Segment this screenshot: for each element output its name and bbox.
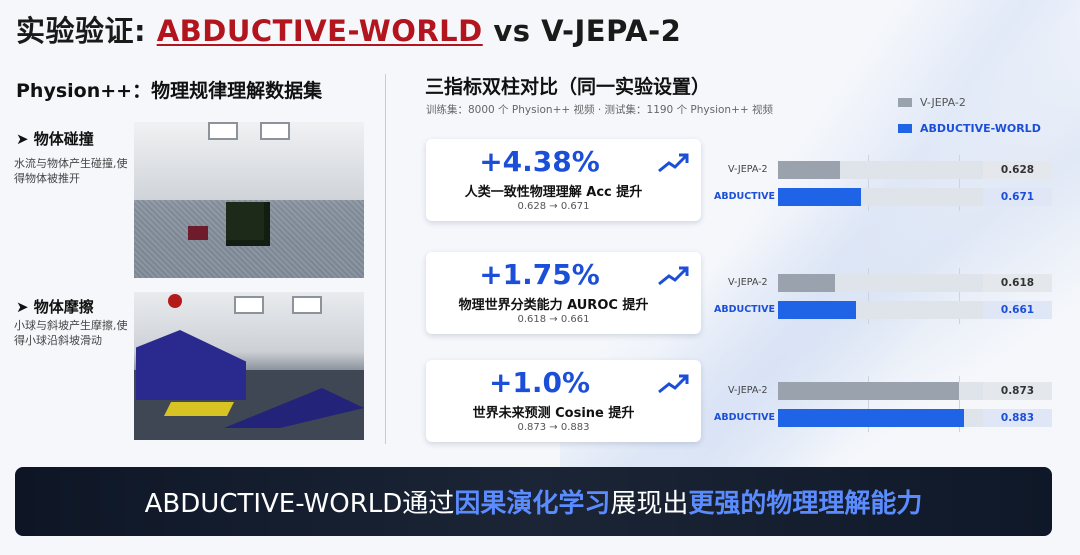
page-title: 实验验证: ABDUCTIVE-WORLD vs V-JEPA-2 — [16, 8, 681, 50]
comparison-heading: 三指标双柱对比（同一实验设置） — [425, 76, 711, 98]
banner-highlight: 因果演化学习 — [454, 489, 611, 519]
scene-window — [260, 122, 290, 140]
small-block — [188, 226, 208, 240]
yellow-pad — [164, 402, 234, 416]
metric-card-acc: +4.38% 人类一致性物理理解 Acc 提升 0.628 → 0.671 — [426, 139, 701, 221]
case-friction-label: ➤ 物体摩擦 — [16, 298, 94, 316]
scene-window — [292, 296, 322, 314]
metric-change: 0.618 → 0.661 — [517, 314, 590, 325]
bar-series-label: ABDUCTIVE — [714, 412, 776, 423]
metric-change: 0.873 → 0.883 — [517, 422, 590, 433]
gridline — [868, 155, 870, 211]
legend-label: ABDUCTIVE-WORLD — [920, 122, 1041, 135]
scene-wall — [134, 122, 364, 202]
gridline — [868, 268, 870, 324]
legend-item-abductive: ABDUCTIVE-WORLD — [898, 122, 1041, 135]
title-highlight: ABDUCTIVE-WORLD — [156, 14, 483, 48]
trend-up-icon — [658, 374, 689, 394]
bar-value-label: 0.671 — [983, 188, 1052, 206]
metric-change: 0.628 → 0.671 — [517, 201, 590, 212]
trend-up-icon — [658, 153, 689, 173]
case-friction-desc: 小球与斜坡产生摩擦,使得小球沿斜坡滑动 — [14, 319, 128, 347]
gridline — [958, 155, 960, 211]
metric-label: 物理世界分类能力 AUROC 提升 — [458, 298, 649, 313]
panel-divider — [385, 74, 386, 444]
metric-card-auroc: +1.75% 物理世界分类能力 AUROC 提升 0.618 → 0.661 — [426, 252, 701, 334]
scene-window — [208, 122, 238, 140]
title-suffix: vs V-JEPA-2 — [482, 14, 682, 48]
metric-label: 世界未来预测 Cosine 提升 — [472, 406, 635, 421]
case-collision-label: ➤ 物体碰撞 — [16, 130, 94, 148]
comparison-subtitle: 训练集：8000 个 Physion++ 视频 · 测试集：1190 个 Phy… — [426, 104, 774, 116]
bar-series-label: V-JEPA-2 — [728, 164, 768, 175]
bar-acc-a — [778, 188, 862, 206]
bar-cosine-a — [778, 409, 965, 427]
metric-card-cosine: +1.0% 世界未来预测 Cosine 提升 0.873 → 0.883 — [426, 360, 701, 442]
bar-auroc-a — [778, 301, 857, 319]
scene-window — [234, 296, 264, 314]
legend-item-vjepa: V-JEPA-2 — [898, 96, 966, 109]
gridline — [868, 376, 870, 432]
collision-scene-image — [134, 122, 364, 278]
bar-value-label: 0.883 — [983, 409, 1052, 427]
banner-text: ABDUCTIVE-WORLD通过 — [144, 489, 455, 519]
bar-series-label: V-JEPA-2 — [728, 277, 768, 288]
red-ball — [168, 294, 182, 308]
bar-auroc-v — [778, 274, 836, 292]
bar-value-label: 0.661 — [983, 301, 1052, 319]
metric-label: 人类一致性物理理解 Acc 提升 — [464, 185, 643, 200]
legend-swatch — [898, 124, 912, 133]
metric-gain: +1.75% — [479, 258, 600, 291]
bar-value-label: 0.628 — [983, 161, 1052, 179]
legend-swatch — [898, 98, 912, 107]
gridline — [958, 268, 960, 324]
conclusion-banner: ABDUCTIVE-WORLD通过 因果演化学习 展现出 更强的物理理解能力 — [15, 467, 1052, 536]
trend-up-icon — [658, 266, 689, 286]
metric-gain: +4.38% — [479, 145, 600, 178]
bar-series-label: ABDUCTIVE — [714, 191, 776, 202]
dataset-heading: Physion++：物理规律理解数据集 — [16, 80, 323, 102]
case-collision-desc: 水流与物体产生碰撞,使得物体被推开 — [14, 157, 128, 185]
bar-value-label: 0.873 — [983, 382, 1052, 400]
dark-cube — [226, 202, 270, 246]
bar-series-label: V-JEPA-2 — [728, 385, 768, 396]
title-prefix: 实验验证: — [16, 14, 157, 48]
bar-series-label: ABDUCTIVE — [714, 304, 776, 315]
blue-ramp — [136, 330, 246, 400]
friction-scene-image — [134, 292, 364, 440]
legend-label: V-JEPA-2 — [920, 96, 966, 109]
bar-value-label: 0.618 — [983, 274, 1052, 292]
metric-gain: +1.0% — [488, 366, 591, 399]
gridline — [958, 376, 960, 432]
bar-acc-v — [778, 161, 841, 179]
banner-text: 展现出 — [610, 489, 689, 519]
banner-highlight: 更强的物理理解能力 — [688, 489, 923, 519]
bar-cosine-v — [778, 382, 960, 400]
